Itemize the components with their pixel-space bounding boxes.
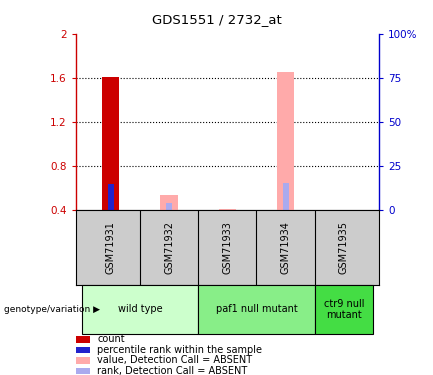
Text: value, Detection Call = ABSENT: value, Detection Call = ABSENT: [97, 356, 252, 365]
Bar: [160, 195, 178, 210]
Text: paf1 null mutant: paf1 null mutant: [216, 304, 297, 314]
Text: GSM71935: GSM71935: [339, 221, 349, 274]
Bar: [108, 184, 113, 210]
Bar: [283, 183, 288, 210]
Text: genotype/variation ▶: genotype/variation ▶: [4, 305, 100, 314]
Bar: [81, 285, 198, 334]
Text: percentile rank within the sample: percentile rank within the sample: [97, 345, 262, 355]
Text: rank, Detection Call = ABSENT: rank, Detection Call = ABSENT: [97, 366, 248, 375]
Text: ctr9 null
mutant: ctr9 null mutant: [323, 298, 364, 320]
Bar: [166, 203, 172, 210]
Text: wild type: wild type: [118, 304, 162, 314]
Bar: [315, 285, 373, 334]
Bar: [102, 77, 120, 210]
Text: count: count: [97, 334, 125, 344]
Text: GSM71932: GSM71932: [164, 221, 174, 274]
Text: GSM71933: GSM71933: [222, 221, 233, 274]
Text: GDS1551 / 2732_at: GDS1551 / 2732_at: [152, 13, 281, 26]
Text: GSM71931: GSM71931: [106, 221, 116, 274]
Bar: [219, 209, 236, 210]
Bar: [277, 72, 294, 210]
Bar: [198, 285, 315, 334]
Text: GSM71934: GSM71934: [281, 221, 291, 274]
